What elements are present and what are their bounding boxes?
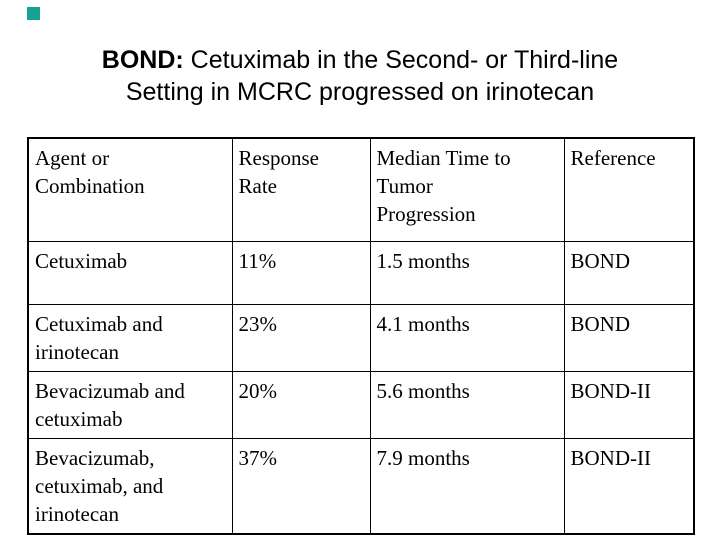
table-header-row: Agent or Combination Response Rate Media… [27, 137, 695, 242]
cell-response-rate: 37% [231, 437, 371, 534]
cell-reference: BOND [563, 240, 695, 305]
cell-agent: Bevacizumab, cetuximab, and irinotecan [27, 437, 233, 534]
slide-title: BOND: Cetuximab in the Second- or Third-… [0, 44, 720, 108]
cell-agent: Bevacizumab and cetuximab [27, 370, 233, 439]
cell-reference: BOND-II [563, 437, 695, 534]
col-header-reference: Reference [563, 137, 695, 242]
slide-title-line1-rest: Cetuximab in the Second- or Third-line [183, 46, 619, 74]
table-row: Cetuximab and irinotecan 23% 4.1 months … [27, 303, 695, 372]
accent-square [27, 7, 40, 20]
slide-title-line1: BOND: Cetuximab in the Second- or Third-… [0, 44, 720, 76]
cell-median-ttp: 4.1 months [369, 303, 565, 372]
col-header-agent: Agent or Combination [27, 137, 233, 242]
cell-agent: Cetuximab and irinotecan [27, 303, 233, 372]
cell-median-ttp: 5.6 months [369, 370, 565, 439]
slide-title-line2: Setting in MCRC progressed on irinotecan [125, 78, 595, 106]
cell-response-rate: 11% [231, 240, 371, 305]
cell-median-ttp: 7.9 months [369, 437, 565, 534]
col-header-response-rate: Response Rate [231, 137, 371, 242]
cell-reference: BOND [563, 303, 695, 372]
table-row: Cetuximab 11% 1.5 months BOND [27, 240, 695, 305]
table-row: Bevacizumab and cetuximab 20% 5.6 months… [27, 370, 695, 439]
cell-median-ttp: 1.5 months [369, 240, 565, 305]
cell-agent: Cetuximab [27, 240, 233, 305]
cell-response-rate: 23% [231, 303, 371, 372]
cell-reference: BOND-II [563, 370, 695, 439]
col-header-median-ttp: Median Time to Tumor Progression [369, 137, 565, 242]
results-table: Agent or Combination Response Rate Media… [27, 137, 695, 535]
cell-response-rate: 20% [231, 370, 371, 439]
table-row: Bevacizumab, cetuximab, and irinotecan 3… [27, 437, 695, 534]
slide-title-study-name: BOND: [101, 46, 184, 74]
